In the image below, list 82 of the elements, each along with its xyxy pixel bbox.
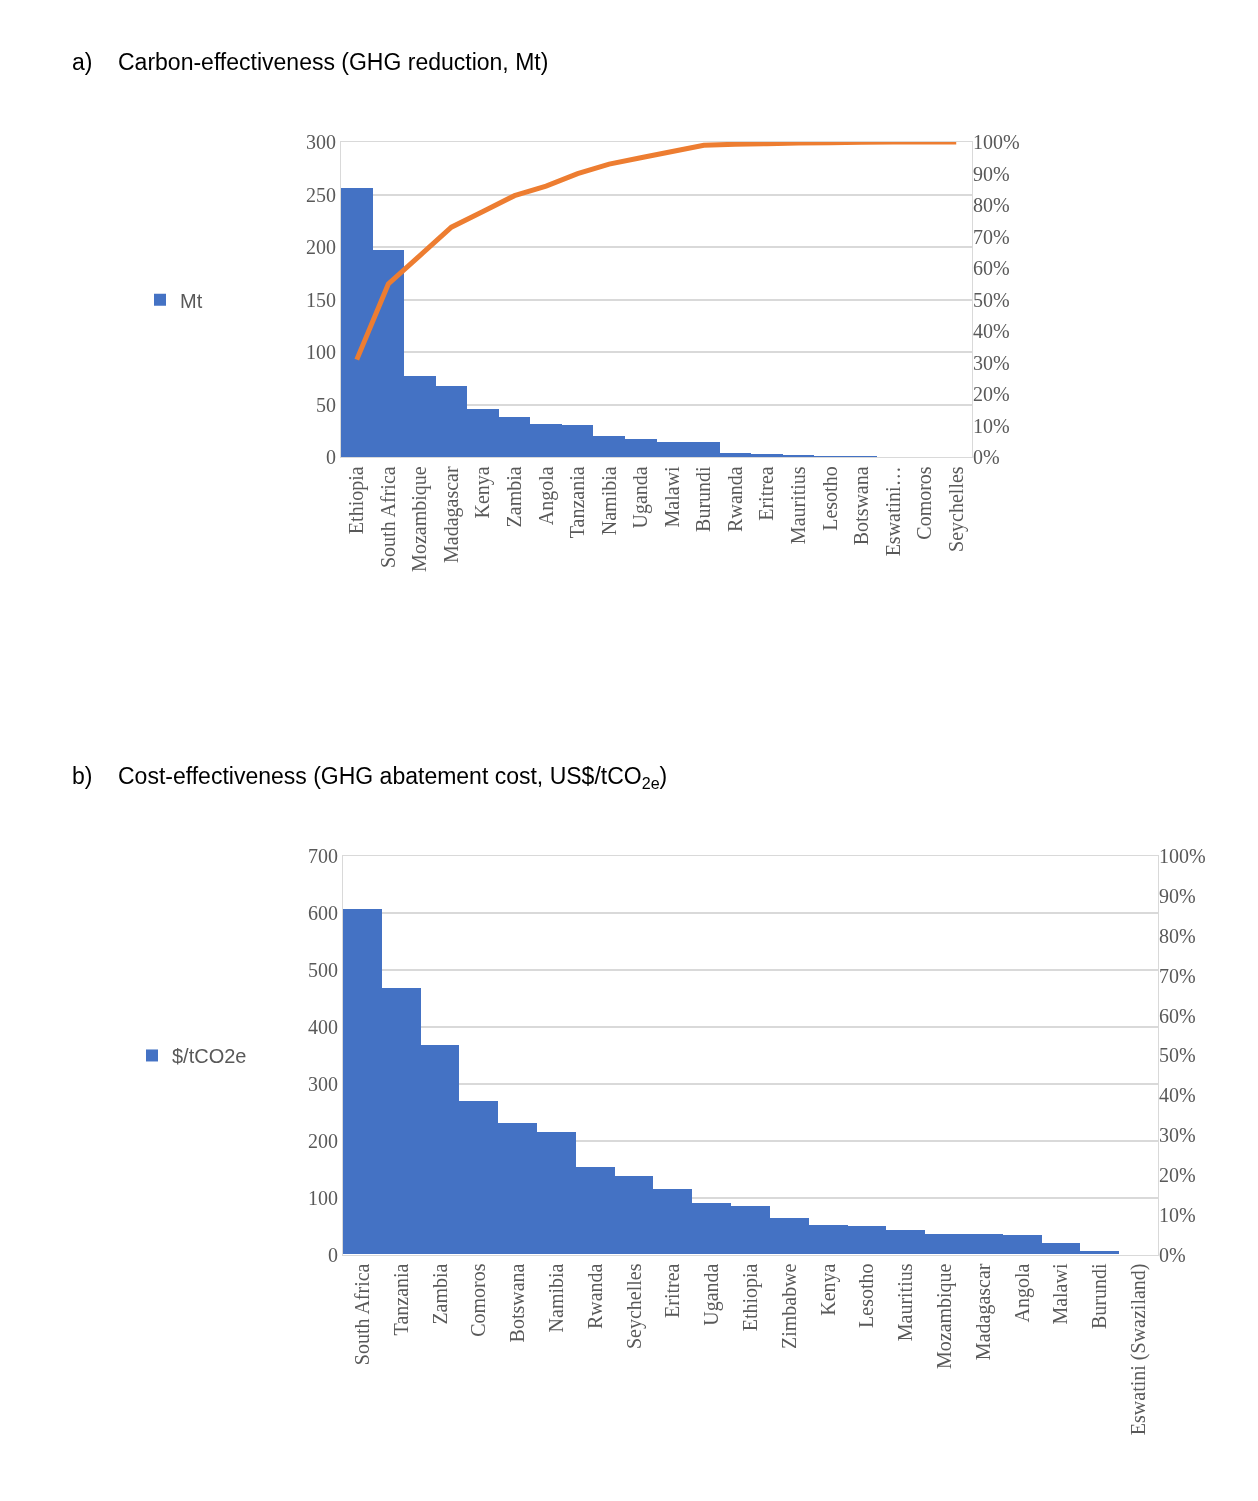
x-tick-label: Ethiopia bbox=[739, 1263, 762, 1332]
x-tick-label: Mozambique bbox=[408, 466, 432, 572]
x-tick-label: Eritrea bbox=[661, 1263, 684, 1318]
y-tick-label: 50 bbox=[316, 393, 336, 416]
x-tick-label: Mauritius bbox=[786, 466, 809, 545]
x-tick-label: Kenya bbox=[816, 1263, 840, 1316]
y-tick-label: 100 bbox=[306, 341, 336, 364]
y2-tick-label: 10% bbox=[1159, 1203, 1196, 1226]
y2-tick-label: 70% bbox=[1159, 964, 1196, 987]
y2-tick-label: 90% bbox=[973, 162, 1010, 185]
x-tick-label: Tanzania bbox=[566, 466, 589, 539]
y-tick-label: 150 bbox=[306, 288, 336, 311]
y2-tick-label: 20% bbox=[1159, 1163, 1196, 1186]
y2-tick-label: 50% bbox=[973, 288, 1010, 311]
x-tick-label: South Africa bbox=[350, 1263, 373, 1366]
x-tick-label: Eswatini… bbox=[881, 466, 904, 557]
x-tick-label: Ethiopia bbox=[345, 466, 369, 535]
x-tick-label: Botswana bbox=[506, 1263, 529, 1343]
y-tick-label: 0 bbox=[326, 446, 336, 469]
y2-tick-label: 100% bbox=[973, 131, 1020, 154]
y-tick-label: 700 bbox=[308, 845, 338, 868]
x-tick-label: Tanzania bbox=[389, 1263, 412, 1336]
x-tick-label: Madagascar bbox=[439, 466, 463, 563]
y2-tick-label: 30% bbox=[1159, 1124, 1196, 1147]
x-tick-label: Uganda bbox=[629, 466, 653, 529]
x-tick-label: Seychelles bbox=[944, 466, 968, 552]
x-tick-label: Namibia bbox=[597, 466, 620, 536]
chart-title: a) Carbon-effectiveness (GHG reduction, Mt) bbox=[72, 49, 549, 75]
y-tick-label: 200 bbox=[306, 236, 336, 259]
x-tick-label: Rwanda bbox=[723, 466, 746, 532]
x-tick-label: Angola bbox=[1010, 1263, 1034, 1323]
x-tick-label: Comoros bbox=[913, 466, 936, 540]
y2-tick-label: 80% bbox=[1159, 925, 1196, 948]
x-tick-label: Botswana bbox=[850, 466, 873, 546]
x-tick-label: Namibia bbox=[544, 1263, 567, 1333]
chart-title: b) Cost-effectiveness (GHG abatement cost, US$/tCO$_{2e}$) bbox=[72, 763, 668, 792]
x-tick-label: Mozambique bbox=[933, 1263, 957, 1370]
legend-label: $/tCO2e bbox=[172, 1045, 247, 1068]
x-tick-label: Angola bbox=[534, 466, 558, 526]
x-tick-label: Burundi bbox=[692, 465, 715, 532]
x-tick-label: Eswatini (Swaziland) bbox=[1127, 1263, 1151, 1436]
y-tick-label: 600 bbox=[308, 902, 338, 925]
y-tick-label: 300 bbox=[308, 1072, 338, 1095]
x-tick-label: Burundi bbox=[1088, 1263, 1111, 1330]
y2-tick-label: 60% bbox=[973, 257, 1010, 280]
y2-tick-label: 70% bbox=[973, 225, 1010, 248]
x-tick-label: Zambia bbox=[428, 1263, 451, 1325]
x-tick-label: Rwanda bbox=[583, 1263, 606, 1330]
y-tick-label: 0 bbox=[328, 1243, 338, 1266]
y2-tick-label: 20% bbox=[973, 383, 1010, 406]
y-tick-label: 200 bbox=[308, 1129, 338, 1152]
x-tick-label: Seychelles bbox=[622, 1263, 646, 1350]
x-tick-label: Malawi bbox=[660, 465, 683, 528]
y2-tick-label: 80% bbox=[973, 194, 1010, 217]
x-tick-label: Zimbabwe bbox=[777, 1263, 800, 1350]
y2-tick-label: 100% bbox=[1159, 845, 1206, 868]
y-tick-label: 400 bbox=[308, 1016, 338, 1039]
y2-tick-label: 0% bbox=[1159, 1243, 1186, 1266]
x-tick-label: Lesotho bbox=[818, 466, 841, 531]
x-tick-label: Kenya bbox=[471, 466, 495, 519]
y-tick-label: 250 bbox=[306, 183, 336, 206]
x-tick-label: Eritrea bbox=[755, 466, 778, 521]
x-tick-label: Malawi bbox=[1049, 1263, 1072, 1325]
y2-tick-label: 50% bbox=[1159, 1044, 1196, 1067]
y2-tick-label: 30% bbox=[973, 351, 1010, 374]
x-tick-label: South Africa bbox=[376, 466, 399, 569]
y2-tick-label: 0% bbox=[973, 446, 1000, 469]
x-tick-label: Mauritius bbox=[894, 1263, 917, 1342]
y2-tick-label: 90% bbox=[1159, 885, 1196, 908]
y2-tick-label: 40% bbox=[1159, 1084, 1196, 1107]
x-tick-label: Zambia bbox=[503, 466, 526, 528]
y2-tick-label: 10% bbox=[973, 414, 1010, 437]
y2-tick-label: 60% bbox=[1159, 1004, 1196, 1027]
x-tick-label: Madagascar bbox=[971, 1263, 995, 1361]
y-tick-label: 500 bbox=[308, 959, 338, 982]
y-tick-label: 100 bbox=[308, 1186, 338, 1209]
x-tick-label: Lesotho bbox=[855, 1263, 878, 1328]
y2-tick-label: 40% bbox=[973, 320, 1010, 343]
legend-label: Mt bbox=[180, 289, 203, 312]
y-tick-label: 300 bbox=[306, 131, 336, 154]
x-tick-label: Comoros bbox=[467, 1263, 490, 1337]
x-tick-label: Uganda bbox=[700, 1263, 724, 1326]
